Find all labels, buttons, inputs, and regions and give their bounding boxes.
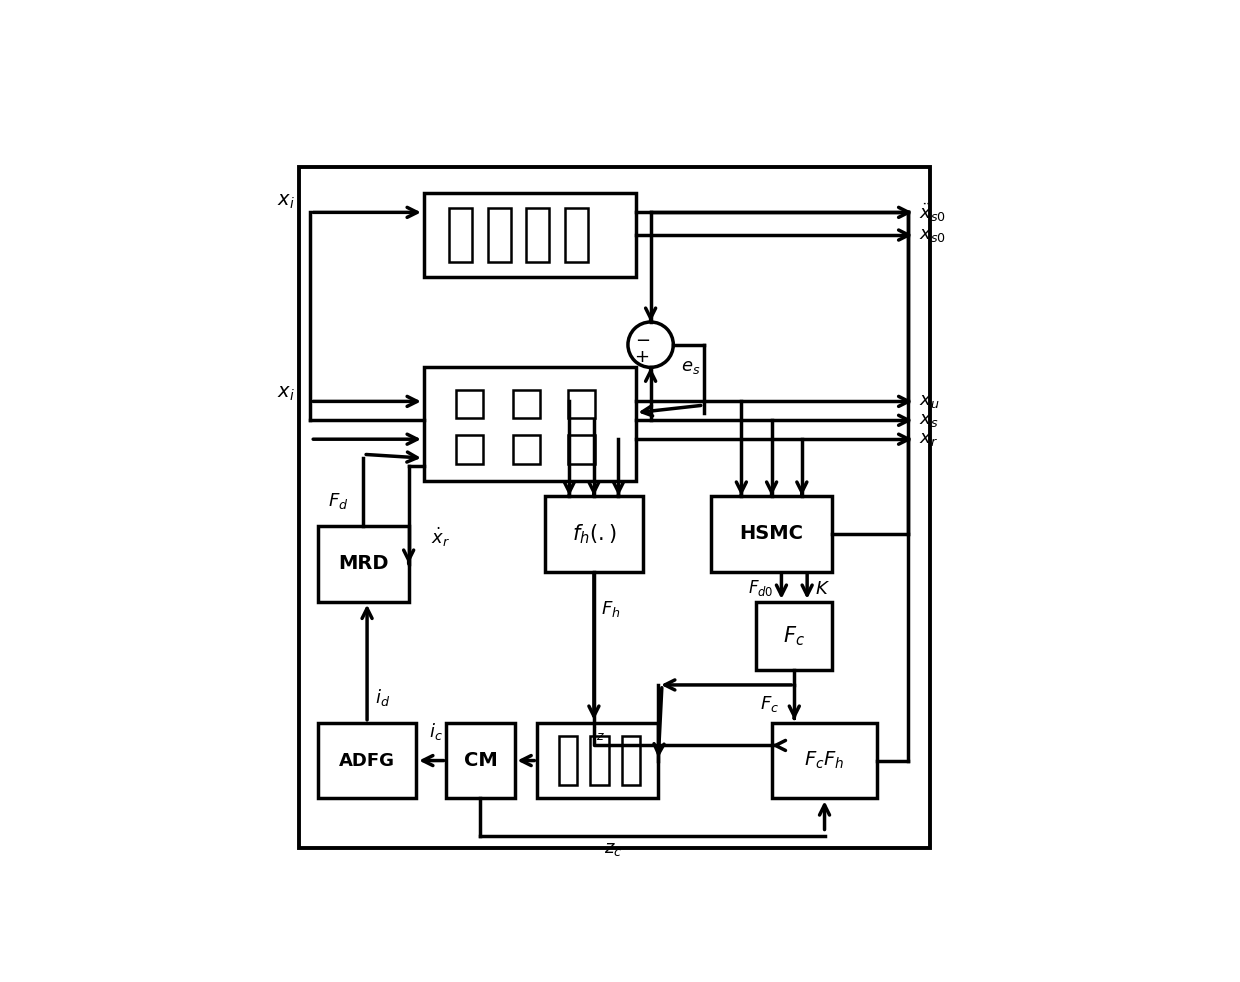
Text: $F_c$: $F_c$	[784, 624, 805, 647]
Bar	[487, 208, 511, 262]
Bar	[317, 526, 409, 602]
Bar	[526, 208, 549, 262]
Bar	[568, 435, 595, 464]
Bar	[537, 723, 658, 798]
Bar	[424, 193, 635, 277]
Text: $F_d$: $F_d$	[327, 491, 348, 511]
Text: CM: CM	[464, 751, 497, 770]
Bar	[317, 723, 417, 798]
Text: $\dot{x}_r$: $\dot{x}_r$	[432, 525, 450, 549]
Bar	[424, 367, 635, 481]
Text: $\ddot{x}_{s0}$: $\ddot{x}_{s0}$	[919, 201, 946, 224]
Text: $F_cF_h$: $F_cF_h$	[805, 750, 844, 771]
Text: $f_h(.)$: $f_h(.)$	[572, 521, 616, 546]
Bar	[711, 496, 832, 572]
Text: $z_c$: $z_c$	[604, 840, 622, 858]
Text: HSMC: HSMC	[739, 524, 804, 543]
Text: $i_z$: $i_z$	[590, 721, 605, 741]
Bar	[455, 390, 484, 418]
Text: $+$: $+$	[634, 349, 649, 366]
Text: $i_d$: $i_d$	[374, 686, 389, 708]
Bar	[564, 208, 588, 262]
Text: $F_h$: $F_h$	[601, 599, 621, 620]
Bar	[446, 723, 515, 798]
Text: $x_{s0}$: $x_{s0}$	[919, 226, 946, 245]
Text: MRD: MRD	[339, 555, 388, 573]
Bar	[756, 602, 832, 670]
Text: $x_u$: $x_u$	[919, 393, 940, 410]
Text: $K$: $K$	[815, 580, 830, 598]
Bar	[449, 208, 472, 262]
Bar	[544, 496, 644, 572]
Text: ADFG: ADFG	[339, 751, 396, 770]
Bar	[512, 435, 541, 464]
Text: $e_s$: $e_s$	[681, 358, 701, 376]
Bar	[299, 167, 930, 847]
Bar	[559, 736, 577, 786]
Text: $x_i$: $x_i$	[278, 384, 295, 404]
Text: $-$: $-$	[635, 330, 650, 348]
Text: $F_c$: $F_c$	[760, 694, 779, 714]
Text: $F_{d0}$: $F_{d0}$	[748, 578, 774, 598]
Text: $x_r$: $x_r$	[919, 430, 937, 448]
Text: $i_c$: $i_c$	[429, 721, 443, 741]
Bar	[512, 390, 541, 418]
Bar	[568, 390, 595, 418]
Bar	[622, 736, 640, 786]
Bar	[455, 435, 484, 464]
Text: $x_s$: $x_s$	[919, 411, 939, 429]
Text: $x_i$: $x_i$	[278, 191, 295, 210]
Bar	[771, 723, 878, 798]
Bar	[590, 736, 609, 786]
